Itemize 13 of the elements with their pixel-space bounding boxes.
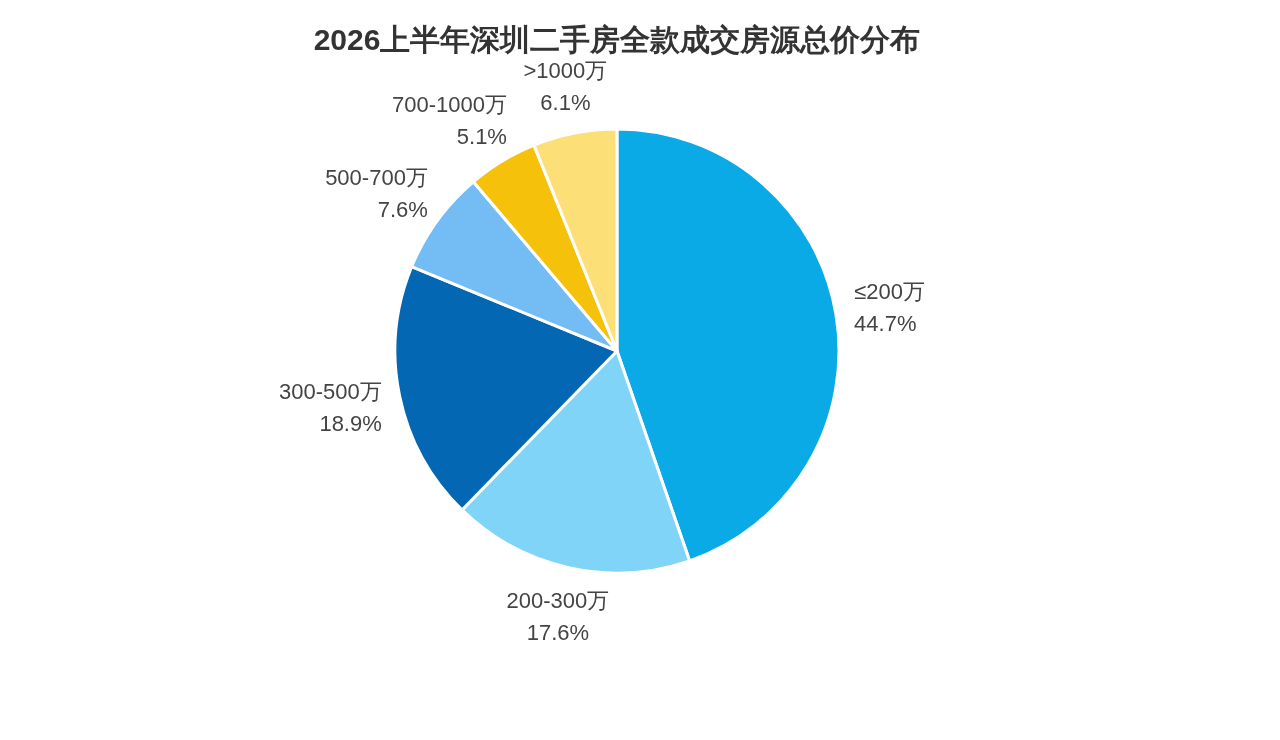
data-label: 5.1% bbox=[456, 124, 507, 150]
slice-label: 700-1000万 bbox=[391, 92, 507, 118]
slice-label: ≤200万 bbox=[854, 279, 925, 305]
data-label: 7.6% bbox=[377, 196, 428, 222]
data-label: 17.6% bbox=[526, 620, 590, 646]
data-label: 18.9% bbox=[319, 410, 382, 436]
slice-label: >1000万 bbox=[523, 58, 608, 84]
slice-label: 200-300万 bbox=[506, 588, 610, 614]
chart-title: 2026上半年深圳二手房全款成交房源总价分布 bbox=[313, 23, 921, 56]
data-label: 6.1% bbox=[540, 90, 591, 116]
data-label: 44.7% bbox=[854, 311, 917, 337]
slice-label: 300-500万 bbox=[279, 378, 382, 404]
slice-label: 500-700万 bbox=[325, 164, 428, 190]
